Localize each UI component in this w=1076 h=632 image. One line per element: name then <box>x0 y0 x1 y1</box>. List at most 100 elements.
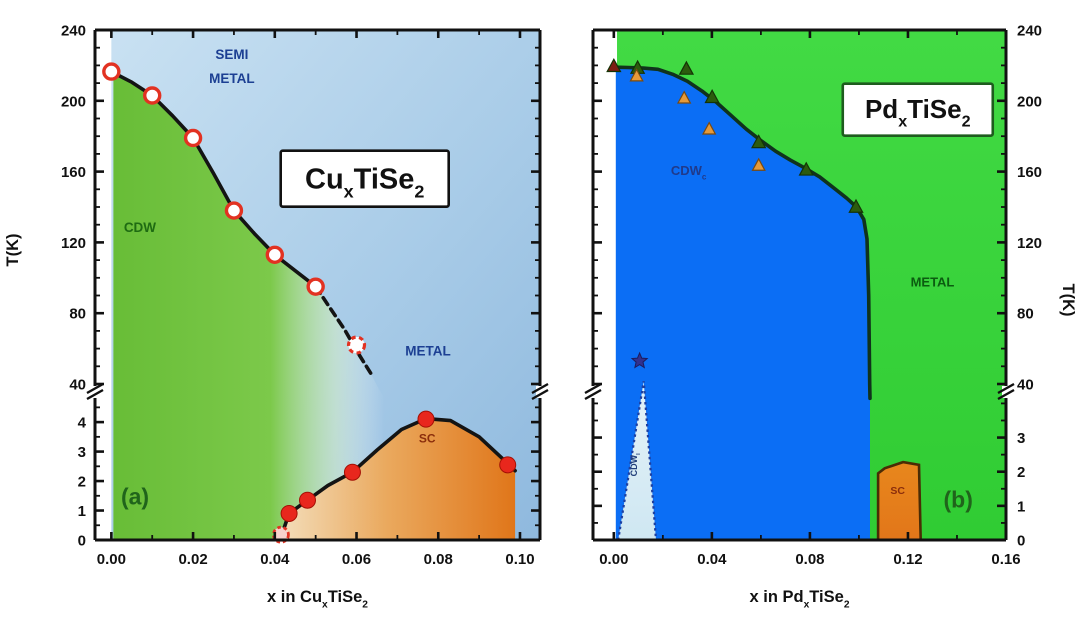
x-tick-label: 0.12 <box>893 551 922 568</box>
axis-break-slash <box>584 388 602 401</box>
panel-a-regions <box>111 30 540 540</box>
dashed-circle-marker <box>346 335 367 355</box>
open-circle-marker <box>102 62 121 81</box>
triangle-marker <box>751 157 766 171</box>
y-tick-label: 0 <box>78 533 86 550</box>
panel-b-metal-label: METAL <box>911 275 955 290</box>
axis-break <box>86 382 104 401</box>
y-tick-label: 4 <box>78 415 87 432</box>
axis-break-slash <box>86 388 104 401</box>
axis-break-slash <box>997 388 1015 401</box>
compound-label-cu: CuxTiSe2 <box>305 163 424 201</box>
panel-b-x-axis-title: x in PdxTiSe2 <box>749 588 849 610</box>
open-circle-marker <box>265 245 284 264</box>
open-circle-marker <box>306 277 325 296</box>
y-tick-label: 40 <box>1017 377 1034 394</box>
y-tick-label: 120 <box>1017 235 1042 252</box>
axis-break-slash <box>531 382 549 395</box>
y-tick-label: 80 <box>69 306 86 323</box>
x-tick-label: 0.02 <box>178 551 207 568</box>
panel-a-ticks <box>95 28 540 542</box>
triangle-marker <box>701 121 717 135</box>
y-tick-label: 200 <box>1017 93 1042 110</box>
y-tick-label: 80 <box>1017 306 1034 323</box>
sc-box-region <box>876 460 923 542</box>
axis-break-slash <box>584 382 602 395</box>
x-tick-label: 0.10 <box>505 551 534 568</box>
cdw-region <box>113 71 385 540</box>
triangle-marker <box>629 68 644 82</box>
y-tick-label: 240 <box>61 23 86 40</box>
y-tick-label: 240 <box>1017 23 1042 40</box>
cdw-c-region <box>615 67 870 540</box>
open-circle-marker <box>183 128 203 148</box>
sc-onset-hatched-circle <box>272 525 290 544</box>
x-tick-label: 0.08 <box>424 551 453 568</box>
triangle-marker <box>751 134 767 149</box>
sc-dome-region <box>280 418 516 540</box>
axis-break-slash <box>86 382 104 395</box>
panel-b-cdw-i-label: CDWI <box>629 453 642 477</box>
filled-circle-marker <box>298 491 316 509</box>
panel-a-sc-label: SC <box>419 432 436 446</box>
cdw-transition-open-circles <box>102 62 325 296</box>
panel-a-semi-metal-label-line1: SEMI <box>215 47 248 62</box>
triangle-marker <box>678 60 695 75</box>
x-tick-label: 0.04 <box>697 551 727 568</box>
cdw-transition-triangles-orange <box>629 68 766 171</box>
axis-break-gap <box>1002 386 1010 398</box>
open-circle-marker <box>143 86 162 105</box>
compound-label-cu-box <box>279 149 450 208</box>
x-tick-label: 0.00 <box>599 551 628 568</box>
y-tick-label: 3 <box>78 444 86 461</box>
star-marker <box>630 351 649 369</box>
panel-a-y-axis-title: T(K) <box>4 234 22 267</box>
panel-b-ticks <box>593 28 1008 542</box>
triangle-marker <box>798 161 814 176</box>
panel-b-panel-letter: (b) <box>944 487 973 513</box>
y-tick-label: 160 <box>1017 164 1042 181</box>
panel-a-spines <box>93 28 542 542</box>
cdw-transition-triangles-dark <box>606 58 864 213</box>
triangle-marker <box>676 90 692 104</box>
panel-a-tick-labels: 240 200 160 120 80 40 4 3 2 1 0 0.00 0.02 0.04 0.06 0.0… <box>61 23 535 569</box>
filled-circle-marker <box>280 504 298 522</box>
axis-break-slash <box>997 382 1015 395</box>
filled-circle-marker <box>417 410 435 428</box>
panel-b-tick-labels: 240 200 160 120 80 40 3 2 1 0 0.00 0.04 0.08 0.12 0.16 <box>599 23 1042 569</box>
y-tick-label: 2 <box>1017 464 1025 481</box>
axis-break <box>531 382 549 401</box>
panel-b: CDWcMETALSCCDWI(b)PdxTiSe224020016012080… <box>584 23 1076 610</box>
y-tick-label: 200 <box>61 93 86 110</box>
cdw-i-star <box>630 351 649 369</box>
panel-b-regions <box>615 30 1006 542</box>
open-circle-marker <box>224 201 244 220</box>
y-tick-label: 3 <box>1017 430 1025 447</box>
cdw-c-boundary <box>614 65 872 401</box>
panel-b-cdw-c-label: CDWc <box>671 163 707 181</box>
panel-a-x-axis-title: x in CuxTiSe2 <box>267 588 368 610</box>
panel-a-cdw-label: CDW <box>124 220 156 235</box>
cdw-boundary-dashed <box>313 284 373 376</box>
panel-a-panel-letter: (a) <box>121 484 149 510</box>
y-tick-label: 40 <box>69 377 86 394</box>
panel-a-metal-label: METAL <box>405 344 451 359</box>
triangle-marker <box>848 198 864 213</box>
compound-label-pd-box <box>841 82 995 137</box>
panel-a: SEMIMETALCDWMETALSC(a)CuxTiSe22402001601… <box>4 23 549 610</box>
x-tick-label: 0.04 <box>260 551 290 568</box>
axis-break-slash <box>531 388 549 401</box>
axis-break <box>997 382 1015 401</box>
axis-break <box>584 382 602 401</box>
sc-tc-filled-circles <box>280 410 517 522</box>
axis-break-gap <box>589 386 597 398</box>
x-tick-label: 0.06 <box>342 551 371 568</box>
filled-circle-marker <box>499 456 517 474</box>
x-tick-label: 0.08 <box>795 551 824 568</box>
x-tick-label: 0.00 <box>97 551 126 568</box>
hatched-circle-marker <box>272 525 290 544</box>
y-tick-label: 120 <box>61 235 86 252</box>
filled-circle-marker <box>343 463 361 481</box>
